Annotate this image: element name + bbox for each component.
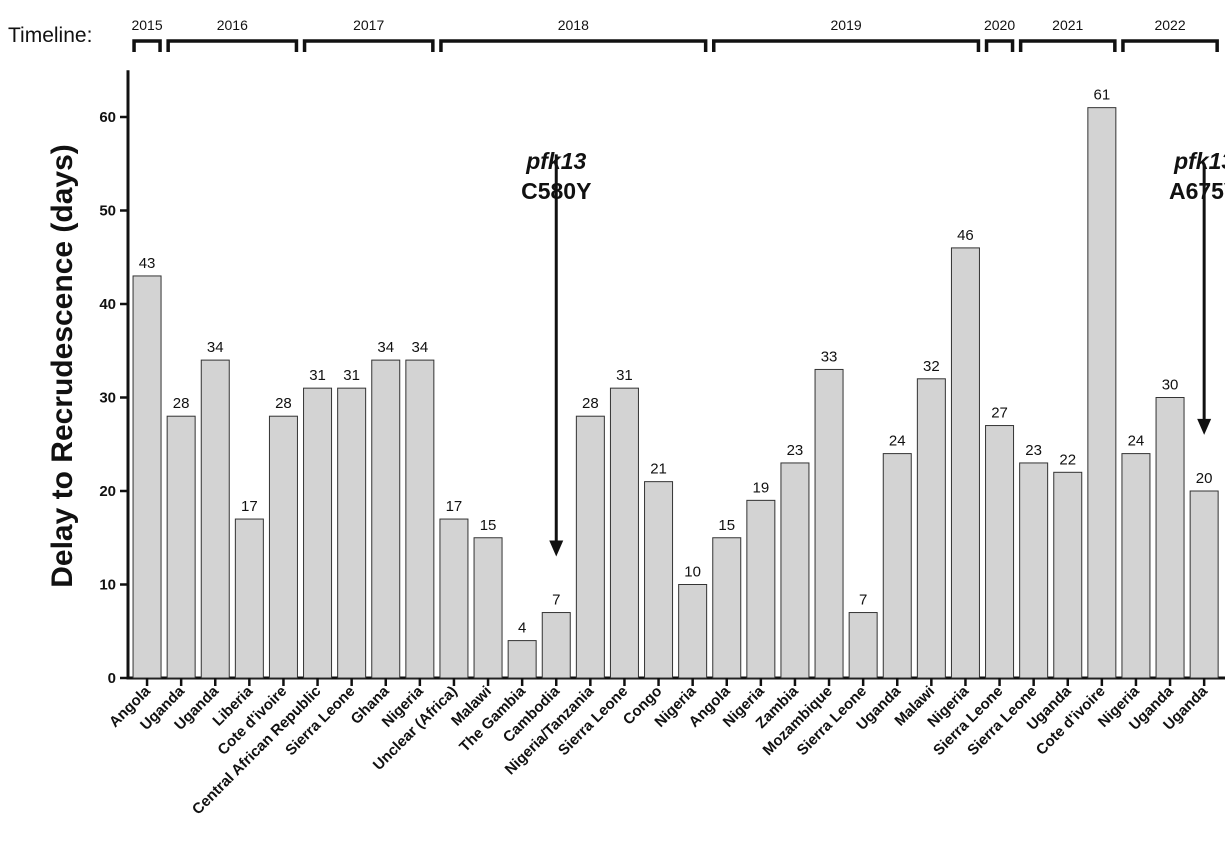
y-tick-label: 20: [99, 483, 116, 500]
timeline-year-label: 2017: [353, 17, 384, 33]
timeline-year-label: 2019: [831, 17, 862, 33]
timeline-bracket: [984, 39, 1015, 52]
timeline-bracket: [132, 39, 162, 52]
y-tick-label: 30: [99, 390, 116, 407]
bar-value-label: 30: [1162, 377, 1179, 394]
bar: [1053, 471, 1083, 679]
y-tick-label: 0: [108, 670, 116, 687]
bar-value-label: 31: [309, 367, 326, 384]
annotations: pfk13C580Ypfk13A675V: [521, 148, 1225, 557]
bar: [644, 481, 674, 679]
bar-value-label: 34: [377, 339, 394, 356]
timeline-year-label: 2016: [217, 17, 248, 33]
bar-value-label: 10: [684, 564, 701, 581]
timeline-bracket: [439, 39, 708, 52]
y-tick-label: 60: [99, 109, 116, 126]
bar: [678, 584, 708, 679]
bar: [746, 499, 776, 679]
timeline-bracket: [1018, 39, 1117, 52]
bar: [985, 425, 1015, 679]
bar: [439, 518, 469, 679]
bar-value-label: 61: [1094, 87, 1111, 104]
timeline-bracket: [166, 39, 299, 52]
bar-value-label: 34: [412, 339, 429, 356]
bar: [234, 518, 264, 679]
annotation-arrow-head: [1197, 418, 1212, 435]
bar-value-label: 31: [343, 367, 360, 384]
timeline: Timeline: 2015 2016 2017 2018 2019 2020 2021 20…: [8, 17, 1219, 52]
annotation-gene: pfk13: [1173, 148, 1225, 174]
bar: [268, 415, 298, 679]
bar-value-label: 23: [1025, 442, 1042, 459]
bar: [609, 387, 639, 679]
bars: 43 28 34 17 28 31 31 34 34 17 15 4 7 28 31 21 10 15 19 23 33…: [132, 87, 1219, 679]
timeline-bracket: [302, 39, 435, 52]
bar-value-label: 22: [1059, 451, 1076, 468]
bar: [1121, 453, 1151, 679]
bar: [1155, 397, 1185, 679]
timeline-year-label: 2015: [131, 17, 162, 33]
bar: [1087, 107, 1117, 679]
bar: [780, 462, 810, 679]
bar: [473, 537, 503, 679]
bar-value-label: 7: [859, 592, 867, 609]
bar-value-label: 24: [889, 433, 906, 450]
annotation-arrow-head: [549, 540, 564, 557]
bar-value-label: 28: [275, 395, 292, 412]
bar: [814, 368, 844, 679]
bar-value-label: 15: [480, 517, 497, 534]
bar-value-label: 24: [1128, 433, 1145, 450]
timeline-year-label: 2022: [1154, 17, 1185, 33]
bar-value-label: 15: [718, 517, 735, 534]
timeline-year-label: 2018: [558, 17, 589, 33]
bar: [1189, 490, 1219, 679]
bar-value-label: 17: [241, 498, 258, 515]
bar-value-label: 21: [650, 461, 667, 478]
bar-value-label: 17: [446, 498, 463, 515]
y-axis-title: Delay to Recrudescence (days): [46, 144, 79, 588]
bar: [507, 640, 537, 679]
bar: [1019, 462, 1049, 679]
bar: [405, 359, 435, 679]
bar-value-label: 32: [923, 358, 940, 375]
timeline-year-label: 2021: [1052, 17, 1083, 33]
bar: [848, 612, 878, 679]
bar-value-label: 7: [552, 592, 560, 609]
annotation-mutation: A675V: [1169, 178, 1225, 204]
bar-value-label: 46: [957, 227, 974, 244]
bar-value-label: 28: [173, 395, 190, 412]
bar: [882, 453, 912, 679]
y-tick-label: 40: [99, 296, 116, 313]
timeline-bracket: [1121, 39, 1219, 52]
bar-value-label: 34: [207, 339, 224, 356]
bar: [575, 415, 605, 679]
bar: [132, 275, 162, 679]
bar: [371, 359, 401, 679]
bar: [200, 359, 230, 679]
bar-value-label: 27: [991, 405, 1008, 422]
timeline-label: Timeline:: [8, 24, 92, 47]
bar-value-label: 19: [753, 479, 770, 496]
bar: [712, 537, 742, 679]
bar-value-label: 4: [518, 620, 526, 637]
bar-value-label: 33: [821, 348, 838, 365]
bar: [303, 387, 333, 679]
bar: [166, 415, 196, 679]
y-tick-label: 10: [99, 577, 116, 594]
bar-value-label: 23: [787, 442, 804, 459]
bar-value-label: 43: [139, 255, 156, 272]
bar-value-label: 20: [1196, 470, 1213, 487]
bar: [541, 612, 571, 679]
bar: [916, 378, 946, 679]
bar: [337, 387, 367, 679]
bar: [950, 247, 980, 679]
y-tick-label: 50: [99, 203, 116, 220]
timeline-bracket: [712, 39, 981, 52]
bar-value-label: 28: [582, 395, 599, 412]
bar-value-label: 31: [616, 367, 633, 384]
timeline-year-label: 2020: [984, 17, 1015, 33]
